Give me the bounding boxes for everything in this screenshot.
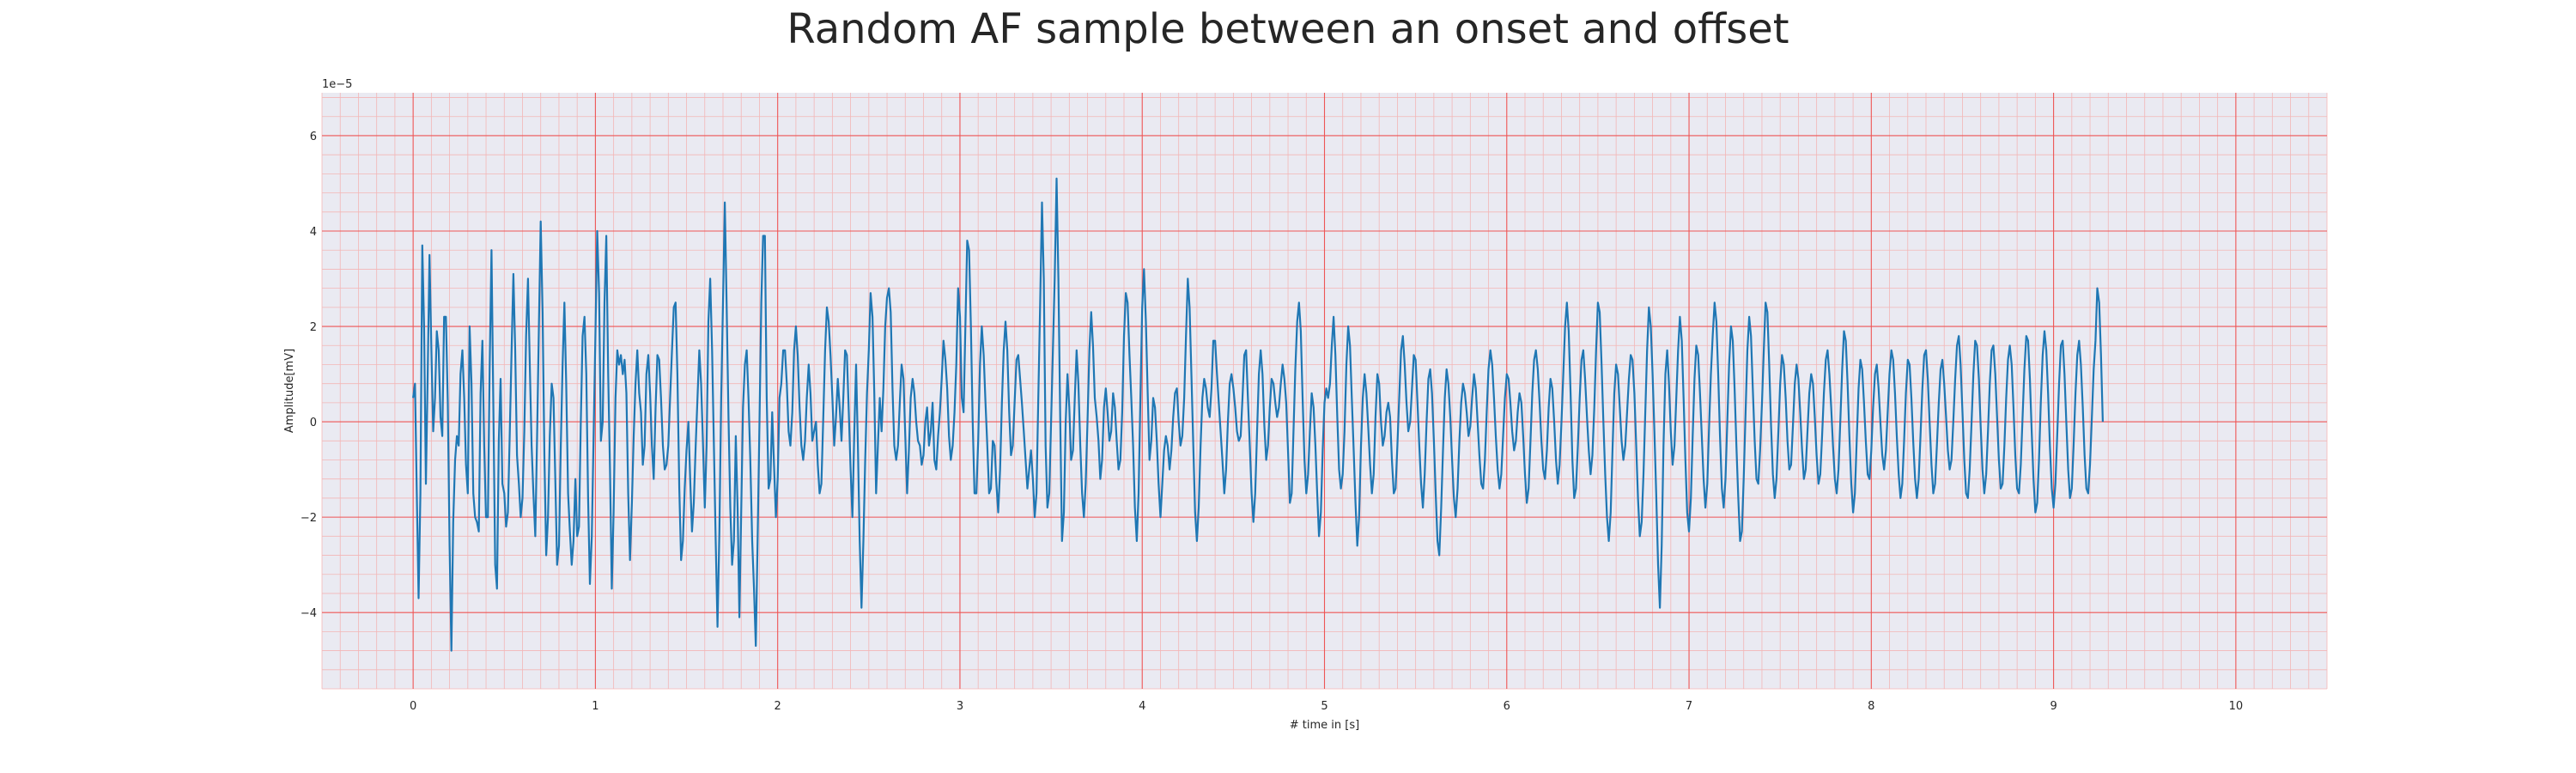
x-tick-label: 7 bbox=[1686, 700, 1692, 713]
x-tick-label: 8 bbox=[1868, 700, 1874, 713]
y-tick-label: 0 bbox=[310, 417, 317, 429]
x-tick-label: 1 bbox=[592, 700, 598, 713]
y-tick-label: 6 bbox=[310, 131, 317, 143]
x-tick-label: 4 bbox=[1139, 700, 1145, 713]
series-group bbox=[412, 177, 2104, 652]
x-tick-label: 3 bbox=[957, 700, 963, 713]
x-tick-label: 5 bbox=[1321, 700, 1327, 713]
y-axis-label: Amplitude[mV] bbox=[283, 349, 296, 433]
x-tick-label: 0 bbox=[410, 700, 416, 713]
y-tick-label: 4 bbox=[310, 226, 317, 239]
x-tick-label: 10 bbox=[2229, 700, 2244, 713]
y-axis-ticks: −4 −2 0 2 4 6 bbox=[301, 131, 317, 620]
x-axis-ticks: 0 1 2 3 4 5 6 7 8 9 10 bbox=[410, 700, 2243, 713]
y-axis-multiplier: 1e−5 bbox=[322, 78, 352, 91]
y-tick-label: 2 bbox=[310, 321, 317, 334]
x-tick-label: 9 bbox=[2050, 700, 2057, 713]
y-tick-label: −2 bbox=[301, 512, 317, 525]
x-axis-label: # time in [s] bbox=[1290, 719, 1359, 732]
series-line bbox=[412, 177, 2104, 652]
chart-title: Random AF sample between an onset and of… bbox=[787, 5, 1789, 53]
x-tick-label: 2 bbox=[775, 700, 781, 713]
y-tick-label: −4 bbox=[301, 607, 317, 620]
x-tick-label: 6 bbox=[1504, 700, 1510, 713]
